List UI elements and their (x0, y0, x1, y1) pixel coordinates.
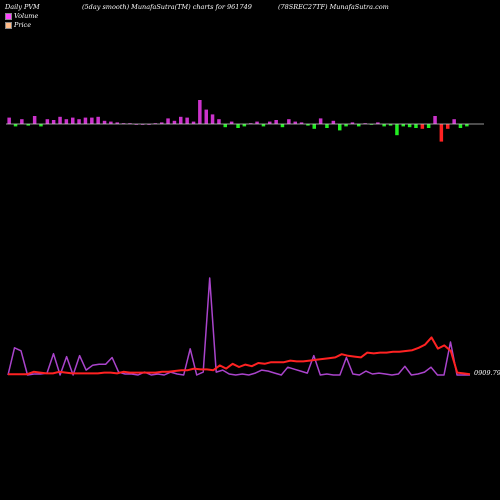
volume-bar (77, 119, 81, 124)
volume-bar (299, 122, 304, 124)
volume-bar (45, 119, 50, 124)
volume-bar (446, 124, 450, 129)
legend-price-swatch (5, 21, 12, 29)
volume-bar (160, 122, 164, 124)
volume-bar (109, 121, 113, 124)
chart-header-right: (78SREC27TF) MunafaSutra.com (278, 3, 389, 11)
chart-header-left: Daily PVM (5, 3, 40, 11)
volume-bar (433, 116, 437, 124)
volume-bar (268, 121, 272, 124)
volume-bar (306, 124, 310, 126)
volume-bar (191, 121, 196, 124)
volume-bar (185, 117, 189, 124)
legend-volume-swatch (5, 12, 12, 20)
volume-bar (217, 119, 221, 124)
volume-bar (236, 124, 240, 128)
volume-bar (229, 121, 234, 124)
volume-bar (223, 124, 227, 128)
volume-bar (255, 121, 259, 124)
volume-bar (439, 124, 444, 142)
volume-bar (261, 124, 266, 127)
volume-bar (39, 124, 43, 127)
volume-bar (331, 120, 336, 124)
volume-bar (350, 122, 355, 124)
volume-bar (26, 124, 30, 126)
volume-bar (325, 124, 329, 128)
volume-bar (382, 124, 386, 127)
volume-bar (287, 119, 291, 124)
volume-bar (280, 124, 285, 128)
volume-bar (90, 117, 94, 124)
volume-bar (179, 116, 183, 124)
volume-bar (395, 124, 399, 136)
volume-bar (388, 124, 393, 126)
volume-bar (357, 124, 361, 127)
volume-bar (166, 118, 170, 124)
volume-bar (452, 119, 456, 124)
volume-bar (344, 124, 348, 127)
volume-bar (71, 117, 75, 124)
volume-bar (338, 124, 342, 131)
volume-bar (7, 117, 11, 124)
volume-bar (198, 100, 202, 124)
volume-bar (401, 124, 405, 127)
volume-bar (312, 124, 316, 129)
volume-bar (274, 120, 278, 124)
volume-bar (426, 124, 431, 128)
legend-price-label: Price (14, 21, 32, 29)
volume-bar (172, 120, 177, 124)
volume-bar (376, 122, 380, 124)
legend-price: Price (5, 21, 31, 29)
volume-bar (32, 116, 37, 124)
volume-bar (458, 124, 463, 128)
volume-line (7, 277, 470, 376)
volume-bar (115, 122, 119, 124)
volume-bar (210, 114, 215, 124)
volume-bar (51, 120, 56, 124)
volume-bar (414, 124, 418, 128)
legend-volume-label: Volume (14, 12, 39, 20)
volume-bar (20, 119, 24, 124)
volume-bar (64, 119, 69, 124)
volume-bar (83, 117, 88, 124)
volume-bar (204, 109, 208, 124)
last-value-label: 0909.79 (474, 369, 500, 377)
volume-bar (465, 124, 469, 127)
chart-header-title: (5day smooth) MunafaSutra(TM) charts for… (82, 3, 252, 11)
volume-bar (242, 124, 247, 127)
legend-volume: Volume (5, 12, 38, 20)
volume-bar (420, 124, 425, 129)
price-volume-lines (7, 277, 471, 376)
volume-bar (13, 124, 18, 127)
volume-bar (407, 124, 412, 128)
volume-bar (318, 118, 323, 124)
price-line (8, 336, 471, 376)
volume-bars (7, 100, 469, 142)
volume-bar (58, 116, 62, 124)
volume-bar (293, 121, 297, 124)
volume-bar (102, 120, 107, 124)
volume-bar (96, 116, 100, 124)
